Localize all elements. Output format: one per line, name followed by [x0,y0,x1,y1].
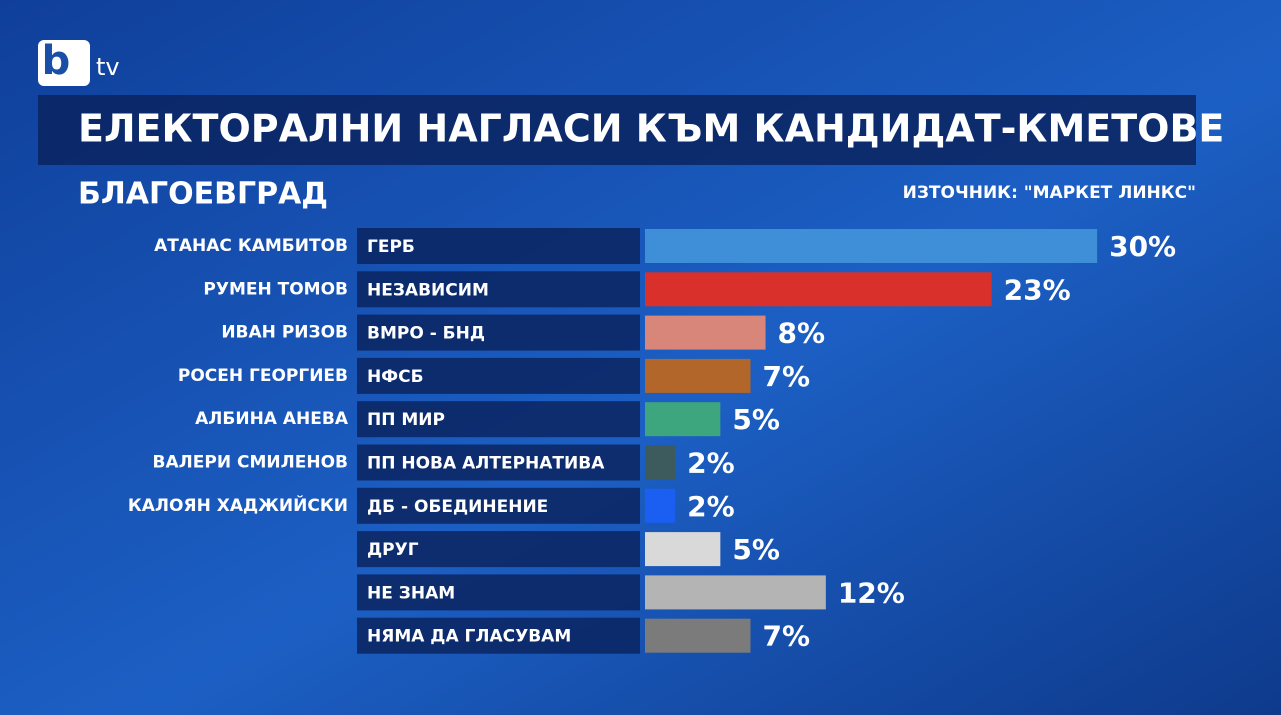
bar [645,488,676,523]
candidate-name: ВАЛЕРИ СМИЛЕНОВ [153,453,348,473]
chart-title: ЕЛЕКТОРАЛНИ НАГЛАСИ КЪМ КАНДИДАТ-КМЕТОВЕ [78,107,1224,151]
bar [645,358,751,393]
value-label: 8% [778,317,826,350]
value-label: 7% [762,360,810,393]
row-band [357,574,640,611]
bar [645,272,992,307]
category-label: НЕ ЗНАМ [367,583,455,603]
value-label: 23% [1004,273,1071,306]
category-label: ДБ - ОБЕДИНЕНИЕ [367,497,548,517]
row-band [357,228,640,264]
category-label: НЕЗАВИСИМ [367,280,489,300]
row-band [357,531,640,568]
title-band [38,95,1196,165]
row-band [357,357,640,394]
bar [645,315,766,350]
source: ИЗТОЧНИК: "МАРКЕТ ЛИНКС" [903,183,1196,203]
bar [645,229,1098,263]
category-label: ДРУГ [367,540,419,560]
candidate-name: РУМЕН ТОМОВ [203,279,348,299]
value-label: 5% [732,403,780,436]
category-label: ГЕРБ [367,237,415,257]
logo-mark: b [42,38,71,84]
candidate-name: ИВАН РИЗОВ [221,323,348,343]
value-label: 7% [762,620,810,653]
row-band [357,444,640,481]
chart-subtitle: БЛАГОЕВГРАД [78,177,328,212]
value-label: 5% [732,533,780,566]
row-band [357,401,640,438]
bar [645,532,721,567]
logo-box [38,40,90,86]
bar [645,402,721,437]
category-label: ВМРО - БНД [367,324,485,344]
row-band [357,617,640,654]
candidate-name: АЛБИНА АНЕВА [195,409,349,429]
logo-text: tv [96,53,120,81]
bar [645,575,826,610]
bar [645,445,676,480]
category-label: ПП НОВА АЛТЕРНАТИВА [367,454,605,474]
row-band [357,487,640,524]
row-band [357,271,640,308]
value-label: 2% [687,447,735,480]
value-label: 12% [838,576,905,609]
category-label: НФСБ [367,367,424,387]
candidate-name: КАЛОЯН ХАДЖИЙСКИ [128,494,348,516]
value-label: 30% [1109,230,1176,263]
bar [645,618,751,653]
candidate-name: РОСЕН ГЕОРГИЕВ [178,366,348,386]
category-label: НЯМА ДА ГЛАСУВАМ [367,627,571,647]
row-band [357,314,640,351]
category-label: ПП МИР [367,410,445,430]
value-label: 2% [687,490,735,523]
candidate-name: АТАНАС КАМБИТОВ [154,236,348,256]
